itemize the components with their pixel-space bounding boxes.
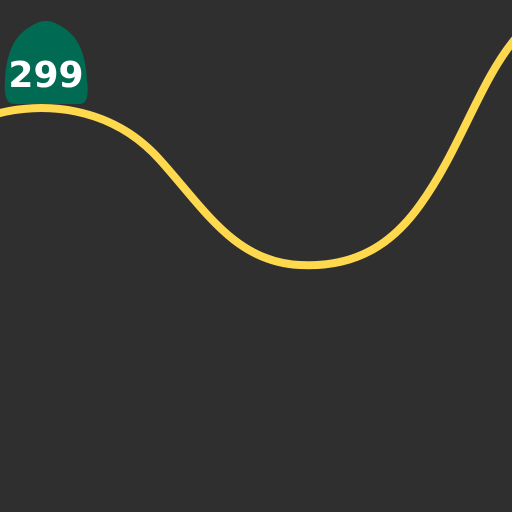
- route-shield[interactable]: 299: [4, 21, 88, 104]
- highway-road[interactable]: [0, 36, 512, 270]
- shield-route-number: 299: [8, 55, 83, 96]
- shield-icon: [4, 21, 88, 104]
